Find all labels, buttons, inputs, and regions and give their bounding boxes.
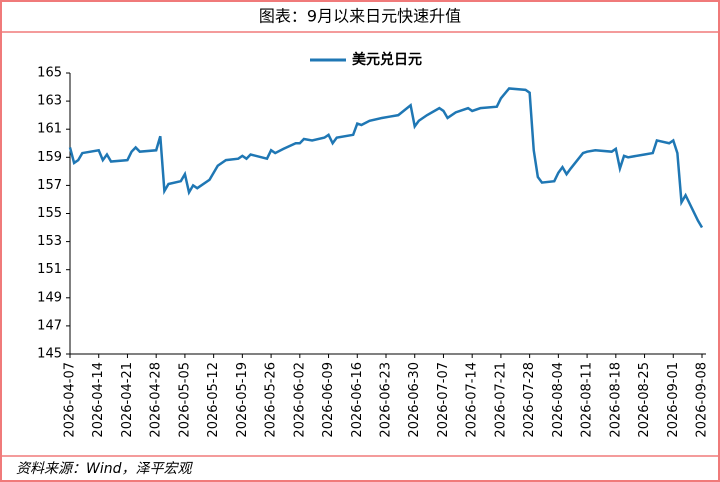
y-tick-label: 159 [37, 150, 62, 165]
x-tick-label: 2026-07-21 [493, 362, 508, 438]
x-tick-label: 2026-06-16 [350, 362, 365, 438]
x-tick-label: 2026-08-04 [551, 362, 566, 438]
x-tick-label: 2026-09-01 [666, 362, 681, 438]
x-tick-label: 2026-09-08 [695, 362, 710, 438]
x-tick-label: 2026-05-26 [264, 362, 279, 438]
x-tick-label: 2026-06-30 [407, 362, 422, 438]
series-line [68, 87, 704, 229]
x-tick-label: 2026-07-14 [465, 362, 480, 438]
legend-label: 美元兑日元 [352, 51, 422, 68]
x-tick-label: 2026-05-05 [177, 362, 192, 438]
x-tick-label: 2026-08-18 [608, 362, 623, 438]
y-tick-label: 145 [37, 347, 62, 362]
x-tick-label: 2026-04-21 [120, 362, 135, 438]
y-tick-label: 165 [37, 66, 62, 81]
y-tick-label: 163 [37, 94, 62, 109]
y-tick-label: 151 [37, 262, 62, 277]
page-title: 图表：9月以来日元快速升值 [259, 7, 461, 26]
y-tick-label: 153 [37, 234, 62, 249]
x-tick-label: 2026-06-02 [292, 362, 307, 438]
x-tick-label: 2026-06-23 [379, 362, 394, 438]
y-tick-label: 149 [37, 290, 62, 305]
source-note: 资料来源：Wind，泽平宏观 [16, 461, 193, 477]
x-tick-label: 2026-07-07 [436, 362, 451, 438]
y-tick-label: 147 [37, 318, 62, 333]
y-tick-label: 157 [37, 178, 62, 193]
x-tick-label: 2026-05-19 [235, 362, 250, 438]
x-tick-label: 2026-06-09 [321, 362, 336, 438]
y-tick-label: 155 [37, 206, 62, 221]
x-tick-label: 2026-04-28 [149, 362, 164, 438]
x-tick-label: 2026-04-14 [91, 362, 106, 438]
y-tick-label: 161 [37, 122, 62, 137]
x-tick-label: 2026-05-12 [206, 362, 221, 438]
x-tick-label: 2026-07-28 [522, 362, 537, 438]
x-tick-label: 2026-08-11 [580, 362, 595, 438]
x-tick-label: 2026-04-07 [63, 362, 78, 438]
x-tick-label: 2026-08-25 [637, 362, 652, 438]
